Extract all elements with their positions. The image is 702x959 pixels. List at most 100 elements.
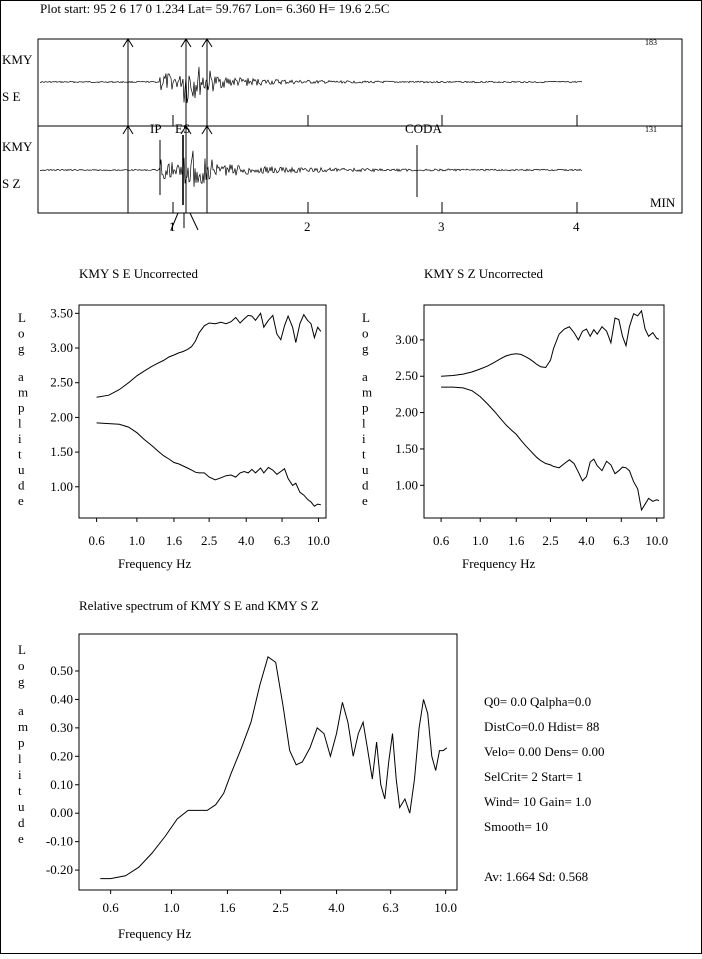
x-axis-label: Frequency Hz — [462, 556, 536, 571]
y-tick-label: 2.00 — [395, 405, 418, 420]
arrow-head — [122, 125, 134, 135]
x-tick-label: 6.3 — [613, 533, 629, 548]
ylabel-letter: o — [18, 658, 25, 673]
x-tick-label: 1.6 — [219, 900, 236, 915]
y-tick-label: 0.40 — [50, 691, 73, 706]
param-velo: Velo= 0.00 Dens= 0.00 — [484, 744, 604, 759]
ylabel-letter: p — [18, 735, 25, 750]
x-tick-label: 4.0 — [238, 533, 254, 548]
x-tick-label: 4.0 — [328, 900, 344, 915]
arrow-head — [180, 38, 192, 48]
ylabel-letter: l — [18, 415, 22, 430]
y-tick-label: 1.50 — [395, 441, 418, 456]
y-tick-label: 3.50 — [50, 305, 73, 320]
trace2-scale: 131 — [645, 125, 657, 134]
minute-label-3: 3 — [438, 219, 445, 234]
pick-mark — [170, 212, 179, 231]
plot-frame — [78, 304, 327, 519]
spectrum-series-line — [100, 655, 448, 880]
ylabel-letter: m — [18, 719, 28, 734]
minute-label-4: 4 — [573, 219, 580, 234]
trace1-waveform — [40, 66, 583, 104]
param-smooth: Smooth= 10 — [484, 819, 548, 834]
x-tick-label: 4.0 — [578, 533, 594, 548]
ylabel-letter: i — [18, 431, 22, 446]
x-tick-label: 2.5 — [542, 533, 558, 548]
spectrum-series-line — [96, 312, 322, 398]
trace1-scale: 183 — [645, 38, 657, 47]
ip-label: IP — [150, 121, 162, 136]
y-tick-label: 3.00 — [50, 340, 73, 355]
y-tick-label: -0.20 — [46, 862, 73, 877]
x-tick-label: 10.0 — [434, 900, 457, 915]
x-tick-label: 1.0 — [163, 900, 179, 915]
param-wind: Wind= 10 Gain= 1.0 — [484, 794, 591, 809]
y-tick-label: 3.00 — [395, 332, 418, 347]
ylabel-letter: a — [18, 703, 24, 718]
relative-spectrum-chart: Relative spectrum of KMY S E and KMY S Z… — [18, 598, 458, 941]
window-markers — [122, 38, 418, 231]
y-tick-label: 1.00 — [50, 479, 73, 494]
trace2-station: KMY — [2, 139, 33, 154]
ylabel-letter: L — [18, 310, 26, 325]
y-tick-label: 2.00 — [50, 409, 73, 424]
plot-frame — [423, 304, 665, 519]
trace2-component: S Z — [2, 176, 20, 191]
x-tick-label: 1.0 — [129, 533, 145, 548]
y-tick-label: 2.50 — [50, 375, 73, 390]
ylabel-letter: a — [18, 369, 24, 384]
ylabel-letter: e — [362, 493, 368, 508]
seismogram-panel: KMY S E KMY S Z 183 131 — [2, 38, 683, 234]
y-tick-label: 0.50 — [50, 663, 73, 678]
param-selcrit: SelCrit= 2 Start= 1 — [484, 769, 583, 784]
arrow-head — [201, 125, 213, 135]
ylabel-letter: p — [18, 400, 25, 415]
chart-title: KMY S E Uncorrected — [79, 266, 199, 281]
x-tick-label: 6.3 — [274, 533, 290, 548]
ylabel-letter: t — [18, 446, 22, 461]
ylabel-letter: L — [362, 310, 370, 325]
ylabel-letter: e — [18, 493, 24, 508]
trace2-waveform — [39, 150, 583, 187]
x-tick-label: 10.0 — [307, 533, 330, 548]
x-axis-label: Frequency Hz — [118, 926, 192, 941]
ylabel-letter: e — [18, 831, 24, 846]
ylabel-letter: g — [362, 341, 369, 356]
ylabel-letter: L — [18, 642, 26, 657]
ylabel-letter: t — [362, 446, 366, 461]
chart-title: KMY S Z Uncorrected — [424, 266, 544, 281]
time-unit-label: MIN — [650, 195, 676, 210]
x-tick-label: 1.0 — [472, 533, 488, 548]
ylabel-letter: u — [18, 799, 25, 814]
ylabel-letter: m — [362, 384, 372, 399]
arrow-head — [180, 125, 192, 135]
x-tick-label: 2.5 — [201, 533, 217, 548]
arrow-head — [201, 38, 213, 48]
ylabel-letter: m — [18, 384, 28, 399]
spectrum-series-line — [96, 422, 321, 507]
x-tick-label: 0.6 — [88, 533, 105, 548]
y-tick-label: 2.50 — [395, 368, 418, 383]
ylabel-letter: o — [362, 326, 369, 341]
ylabel-letter: p — [362, 400, 369, 415]
y-tick-label: 1.50 — [50, 444, 73, 459]
ylabel-letter: u — [362, 462, 369, 477]
ylabel-letter: d — [362, 477, 369, 492]
minute-ticks — [172, 115, 578, 213]
y-tick-label: 1.00 — [395, 477, 418, 492]
ylabel-letter: d — [18, 477, 25, 492]
trace1-station: KMY — [2, 52, 33, 67]
x-axis-label: Frequency Hz — [118, 556, 192, 571]
x-tick-label: 1.6 — [508, 533, 525, 548]
ylabel-letter: g — [18, 674, 25, 689]
y-tick-label: 0.10 — [50, 777, 73, 792]
y-tick-label: -0.10 — [46, 834, 73, 849]
param-summary: Av: 1.664 Sd: 0.568 — [484, 869, 588, 884]
plot-start-line: Plot start: 95 2 6 17 0 1.234 Lat= 59.76… — [40, 1, 390, 16]
ylabel-letter: i — [18, 767, 22, 782]
ylabel-letter: l — [362, 415, 366, 430]
